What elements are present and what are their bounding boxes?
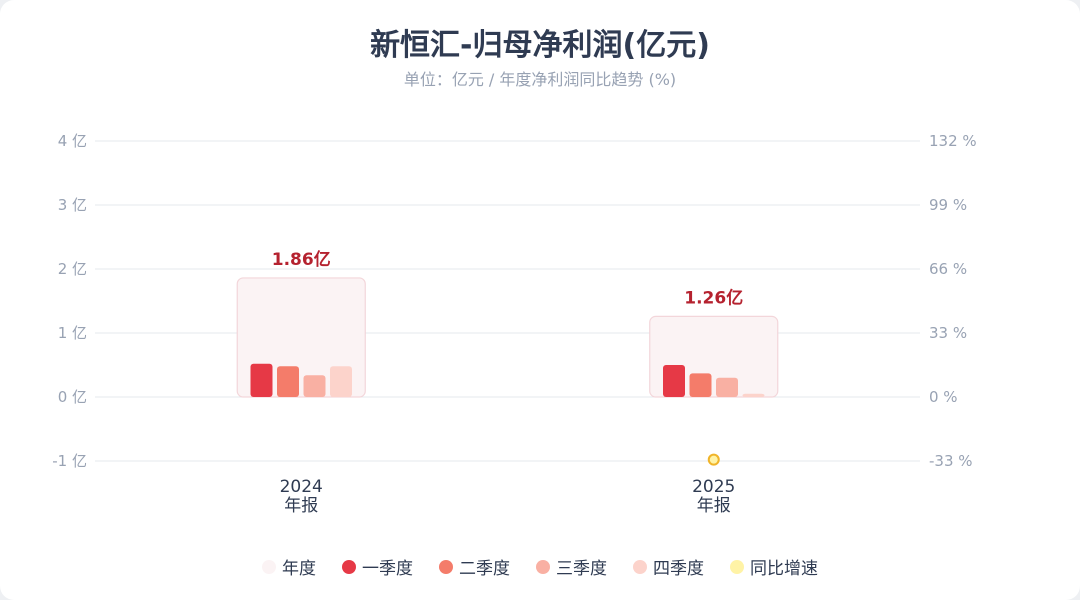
legend-item[interactable]: 二季度 [439,554,510,579]
quarter-bar-2 [689,373,712,397]
x-axis-tick-label: 年报 [284,496,318,516]
quarter-bar-4 [742,393,765,397]
chart-legend: 年度 一季度 二季度 三季度 四季度 同比增速 [0,554,1080,579]
legend-item[interactable]: 年度 [262,554,316,579]
legend-label: 四季度 [653,559,704,579]
x-axis-tick-label: 2025 [692,477,735,497]
legend-swatch [633,559,647,574]
legend-swatch [439,559,453,574]
right-axis-tick-label: 132 % [929,132,977,150]
legend-swatch [536,559,550,574]
annual-data-label: 1.86亿 [272,249,331,270]
left-axis-tick-label: -1 亿 [52,452,87,470]
legend-item[interactable]: 四季度 [633,554,704,579]
quarter-bar-1 [663,365,685,397]
legend-label: 同比增速 [750,559,818,579]
left-axis-tick-label: 3 亿 [58,196,87,214]
right-axis-tick-label: 33 % [929,324,967,342]
left-axis-tick-label: 1 亿 [58,324,87,342]
legend-label: 三季度 [556,559,607,579]
legend-item[interactable]: 一季度 [342,554,413,579]
left-axis-tick-label: 2 亿 [58,260,87,278]
quarter-bar-4 [330,366,352,397]
right-axis-tick-label: -33 % [929,452,973,470]
quarter-bar-3 [303,375,326,397]
yoy-point [707,453,720,466]
right-axis-tick-label: 0 % [929,388,958,406]
left-axis-tick-label: 0 亿 [58,388,87,406]
legend-swatch [342,559,356,574]
left-axis-tick-label: 4 亿 [58,132,87,150]
x-axis-tick-label: 2024 [280,477,323,497]
legend-label: 年度 [282,559,316,579]
annual-data-label: 1.26亿 [684,287,743,308]
chart-subtitle: 单位：亿元 / 年度净利润同比趋势 (%) [403,70,677,89]
legend-swatch [262,559,276,574]
quarter-bar-2 [277,366,299,397]
chart-title: 新恒汇-归母净利润(亿元) [370,28,710,63]
legend-label: 二季度 [459,559,510,579]
right-axis-tick-label: 99 % [929,196,967,214]
legend-label: 一季度 [362,559,413,579]
legend-item[interactable]: 同比增速 [730,554,818,579]
legend-swatch [730,559,744,574]
legend-item[interactable]: 三季度 [536,554,607,579]
quarter-bar-1 [250,363,273,397]
quarter-bar-3 [716,377,738,397]
right-axis-tick-label: 66 % [929,260,967,278]
x-axis-tick-label: 年报 [697,496,731,516]
